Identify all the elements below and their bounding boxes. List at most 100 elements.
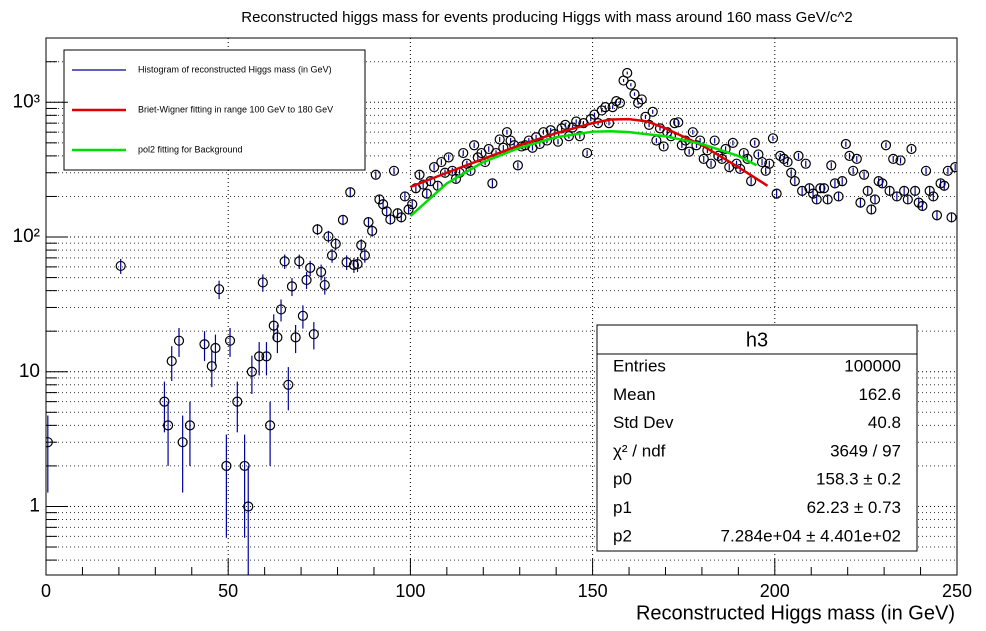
data-point xyxy=(177,437,188,448)
data-point xyxy=(199,339,210,350)
data-point xyxy=(159,396,170,407)
data-point xyxy=(920,165,932,176)
stats-key: Mean xyxy=(613,385,656,404)
data-point xyxy=(239,460,250,472)
chart-title: Reconstructed higgs mass for events prod… xyxy=(241,9,853,26)
legend-label: Histogram of reconstructed Higgs mass (i… xyxy=(138,64,332,74)
data-point xyxy=(658,141,669,152)
data-point xyxy=(308,329,319,340)
data-point xyxy=(899,185,910,196)
data-point xyxy=(213,284,225,295)
data-point xyxy=(268,320,279,331)
y-tick-label: 10³ xyxy=(13,91,40,112)
data-point xyxy=(793,150,804,161)
data-point xyxy=(407,199,418,210)
data-point xyxy=(877,178,888,189)
data-point xyxy=(815,183,826,194)
data-point xyxy=(786,167,797,178)
data-point xyxy=(272,332,283,343)
data-point xyxy=(173,335,185,346)
data-point xyxy=(844,150,855,161)
data-point xyxy=(330,238,341,249)
fit-line xyxy=(409,117,769,189)
data-point xyxy=(614,97,626,108)
stats-title: h3 xyxy=(746,329,768,351)
x-axis-label: Reconstructed Higgs mass (in GeV) xyxy=(636,602,955,624)
data-point xyxy=(414,169,425,180)
data-point xyxy=(512,160,523,171)
data-point xyxy=(206,361,217,372)
data-point xyxy=(866,204,877,215)
data-point xyxy=(837,176,848,187)
data-point xyxy=(684,146,695,157)
data-point xyxy=(381,206,392,217)
data-point xyxy=(352,258,363,270)
data-point xyxy=(501,127,513,138)
data-point xyxy=(771,188,782,199)
stats-key: Entries xyxy=(613,356,666,375)
data-point xyxy=(939,180,950,191)
data-point xyxy=(797,185,808,196)
data-point xyxy=(735,163,746,175)
x-tick-label: 200 xyxy=(760,581,790,601)
x-tick-label: 100 xyxy=(395,581,425,601)
data-point xyxy=(895,155,906,166)
data-point xyxy=(297,310,309,321)
data-point xyxy=(184,420,196,431)
data-point xyxy=(884,185,895,196)
data-point xyxy=(775,150,786,161)
legend-label: Briet-Wigner fitting in range 100 GeV to… xyxy=(138,104,333,114)
data-point xyxy=(596,105,607,116)
data-point xyxy=(224,335,236,346)
data-point xyxy=(764,158,775,169)
legend: Histogram of reconstructed Higgs mass (i… xyxy=(63,49,366,171)
data-point xyxy=(869,194,881,205)
data-point xyxy=(370,169,381,180)
data-point xyxy=(928,191,939,202)
data-point xyxy=(363,217,374,228)
data-point xyxy=(265,420,276,431)
data-point xyxy=(633,97,644,108)
stats-value: 162.6 xyxy=(858,385,901,404)
fit-line xyxy=(409,129,758,218)
data-point xyxy=(115,260,126,272)
data-point xyxy=(367,225,378,237)
data-point xyxy=(396,212,407,223)
data-point xyxy=(261,351,272,362)
data-point xyxy=(727,137,738,148)
data-point xyxy=(778,153,790,164)
data-point xyxy=(283,379,294,390)
data-point xyxy=(687,127,698,138)
data-point xyxy=(162,420,174,431)
x-tick-label: 50 xyxy=(218,581,238,601)
frame xyxy=(45,37,958,576)
data-point xyxy=(290,332,301,343)
data-point xyxy=(698,153,709,164)
data-point xyxy=(822,194,833,205)
y-tick-label: 10² xyxy=(13,226,40,247)
data-point xyxy=(862,185,873,196)
data-point xyxy=(800,158,811,169)
stats-value: 40.8 xyxy=(868,413,901,432)
data-point xyxy=(858,169,870,180)
data-point xyxy=(713,150,724,161)
data-point xyxy=(848,165,859,176)
stats-key: χ² / ndf xyxy=(613,441,666,460)
stats-value: 7.284e+04 ± 4.401e+02 xyxy=(721,526,901,545)
data-point xyxy=(399,191,411,202)
data-point xyxy=(337,214,349,225)
data-point xyxy=(807,188,819,199)
data-point xyxy=(924,185,935,196)
data-point xyxy=(388,165,400,176)
data-point xyxy=(323,231,334,242)
data-point xyxy=(458,147,469,159)
data-point xyxy=(709,135,720,146)
data-point xyxy=(891,191,902,202)
data-point xyxy=(560,119,571,130)
stats-box: h3 Entries 100000 Mean 162.6 Std Dev 40.8 χ² / … xyxy=(596,324,918,552)
data-point xyxy=(673,117,684,128)
data-point xyxy=(359,250,370,261)
stats-key: p1 xyxy=(613,498,632,517)
plot-area xyxy=(46,67,957,575)
data-point xyxy=(600,102,611,113)
